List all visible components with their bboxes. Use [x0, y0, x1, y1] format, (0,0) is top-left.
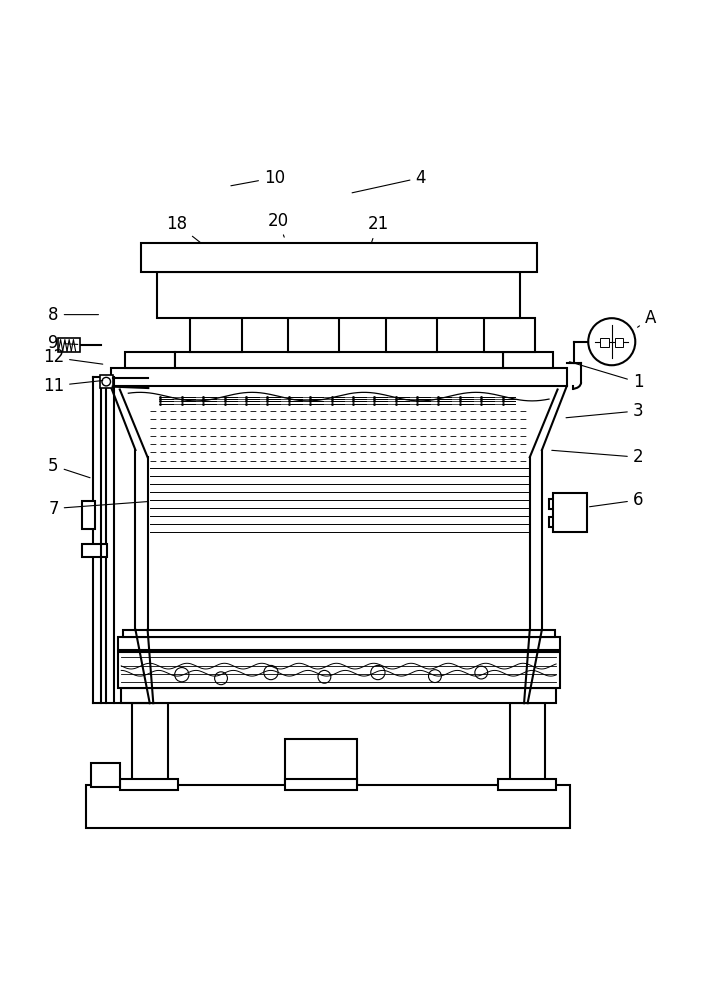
Text: 20: 20	[267, 212, 289, 237]
Text: 21: 21	[367, 215, 389, 242]
Text: 9: 9	[48, 334, 78, 352]
Text: 4: 4	[352, 169, 426, 193]
Bar	[549, 517, 583, 527]
Bar	[498, 779, 556, 790]
Bar	[615, 338, 623, 347]
Bar	[118, 652, 560, 688]
Bar	[553, 493, 587, 532]
Bar	[285, 779, 356, 790]
Bar	[132, 703, 168, 785]
Bar	[120, 779, 178, 790]
Text: 5: 5	[48, 457, 90, 478]
Text: A: A	[637, 309, 656, 327]
Bar	[121, 688, 556, 703]
Bar	[190, 318, 242, 352]
Bar	[484, 318, 535, 352]
Bar	[82, 501, 95, 529]
Text: 18: 18	[166, 215, 201, 243]
Text: 6: 6	[590, 491, 643, 509]
Bar	[111, 368, 567, 386]
Bar	[600, 338, 609, 347]
Bar	[123, 630, 555, 637]
Bar	[510, 703, 545, 785]
Text: 8: 8	[48, 306, 98, 324]
Bar	[141, 243, 537, 272]
Text: 3: 3	[566, 402, 643, 420]
Bar	[285, 739, 356, 785]
Bar	[503, 352, 553, 368]
Text: 2: 2	[552, 448, 643, 466]
Bar	[58, 338, 80, 352]
Text: 10: 10	[231, 169, 285, 187]
Bar	[386, 318, 437, 352]
Text: 7: 7	[48, 500, 147, 518]
Bar	[157, 272, 520, 318]
Bar	[175, 352, 503, 368]
Text: 12: 12	[43, 348, 103, 366]
Text: 11: 11	[43, 377, 103, 395]
Bar	[86, 785, 570, 828]
Bar	[82, 544, 107, 557]
Bar	[288, 318, 339, 352]
Bar	[118, 637, 560, 650]
Text: 1: 1	[570, 362, 643, 391]
Bar	[100, 375, 113, 388]
Bar	[91, 763, 120, 787]
Bar	[125, 352, 175, 368]
Bar	[549, 499, 583, 509]
